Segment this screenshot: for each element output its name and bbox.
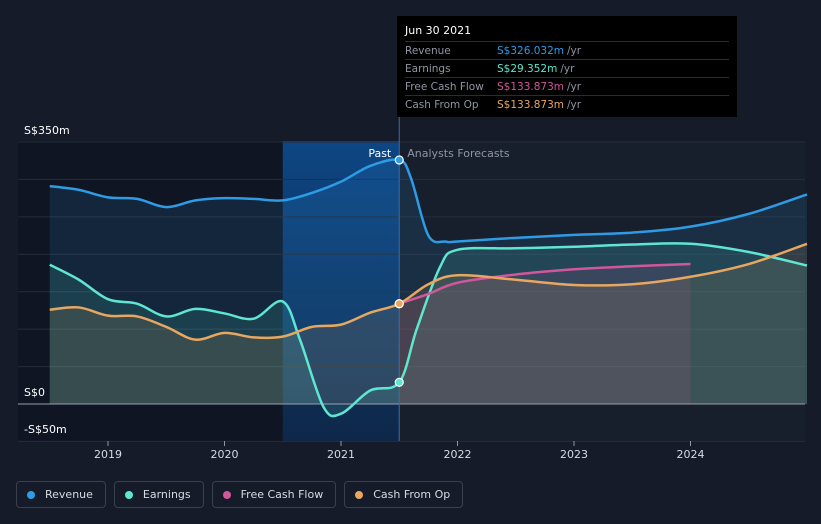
area-free-cash-flow bbox=[399, 264, 691, 404]
x-tick-label: 2020 bbox=[211, 448, 239, 461]
tooltip-label: Earnings bbox=[405, 62, 451, 75]
tooltip: Jun 30 2021 Revenue S$326.032m /yr Earni… bbox=[397, 16, 737, 117]
tooltip-row-revenue: Revenue S$326.032m /yr bbox=[405, 41, 729, 59]
tooltip-label: Free Cash Flow bbox=[405, 80, 484, 93]
area-revenue bbox=[49, 159, 807, 404]
past-highlight-band bbox=[282, 141, 400, 441]
tooltip-row-cash-from-op: Cash From Op S$133.873m /yr bbox=[405, 95, 729, 113]
legend-label: Earnings bbox=[142, 488, 191, 501]
tooltip-value: S$133.873m bbox=[497, 98, 564, 111]
legend-label: Free Cash Flow bbox=[240, 488, 324, 501]
legend-item-revenue[interactable]: Revenue bbox=[16, 481, 106, 508]
x-tick-label: 2022 bbox=[444, 448, 472, 461]
gridlines bbox=[18, 141, 805, 442]
legend-item-cash-from-op[interactable]: Cash From Op bbox=[344, 481, 464, 508]
y-label-top: S$350m bbox=[24, 124, 70, 137]
tooltip-unit: /yr bbox=[560, 62, 575, 75]
revenue-dot-icon bbox=[27, 490, 35, 499]
marker-revenue bbox=[394, 155, 404, 165]
tooltip-unit: /yr bbox=[567, 98, 582, 111]
x-tick-label: 2021 bbox=[327, 448, 355, 461]
line-cash-from-op bbox=[49, 242, 808, 341]
x-tick-label: 2024 bbox=[677, 448, 705, 461]
area-cash-from-op bbox=[49, 243, 807, 404]
tooltip-unit: /yr bbox=[567, 44, 582, 57]
tooltip-date: Jun 30 2021 bbox=[405, 24, 472, 37]
y-label-zero: S$0 bbox=[24, 386, 45, 399]
tooltip-row-free-cash-flow: Free Cash Flow S$133.873m /yr bbox=[405, 77, 729, 95]
line-free-cash-flow bbox=[398, 262, 691, 305]
tooltip-label: Cash From Op bbox=[405, 98, 479, 111]
x-axis-ticks: 2019 2020 2021 2022 2023 2024 bbox=[94, 441, 705, 461]
forecast-label: Analysts Forecasts bbox=[407, 147, 510, 160]
y-label-bottom: -S$50m bbox=[24, 423, 67, 436]
marker-earnings bbox=[394, 377, 404, 387]
tooltip-value: S$133.873m bbox=[497, 80, 564, 93]
legend: Revenue Earnings Free Cash Flow Cash Fro… bbox=[16, 481, 464, 508]
legend-item-earnings[interactable]: Earnings bbox=[113, 481, 204, 508]
plot-background-future bbox=[398, 141, 805, 441]
tooltip-unit: /yr bbox=[567, 80, 582, 93]
free-cash-flow-dot-icon bbox=[222, 490, 231, 499]
x-tick-label: 2019 bbox=[94, 448, 122, 461]
marker-cash-from-op bbox=[394, 299, 404, 309]
past-label: Past bbox=[368, 147, 392, 160]
line-revenue bbox=[49, 158, 808, 244]
legend-item-free-cash-flow[interactable]: Free Cash Flow bbox=[211, 481, 337, 508]
series-areas bbox=[49, 159, 807, 417]
series-lines bbox=[49, 158, 808, 418]
series-markers bbox=[394, 155, 404, 387]
tooltip-label: Revenue bbox=[405, 44, 451, 57]
area-earnings bbox=[49, 243, 807, 417]
legend-label: Revenue bbox=[45, 488, 93, 501]
legend-label: Cash From Op bbox=[373, 488, 451, 501]
line-earnings bbox=[49, 242, 808, 418]
tooltip-value: S$29.352m bbox=[497, 62, 558, 75]
earnings-dot-icon bbox=[124, 490, 133, 499]
cash-from-op-dot-icon bbox=[355, 490, 364, 499]
tooltip-row-earnings: Earnings S$29.352m /yr bbox=[405, 59, 729, 77]
tooltip-value: S$326.032m bbox=[497, 44, 564, 57]
x-tick-label: 2023 bbox=[560, 448, 588, 461]
